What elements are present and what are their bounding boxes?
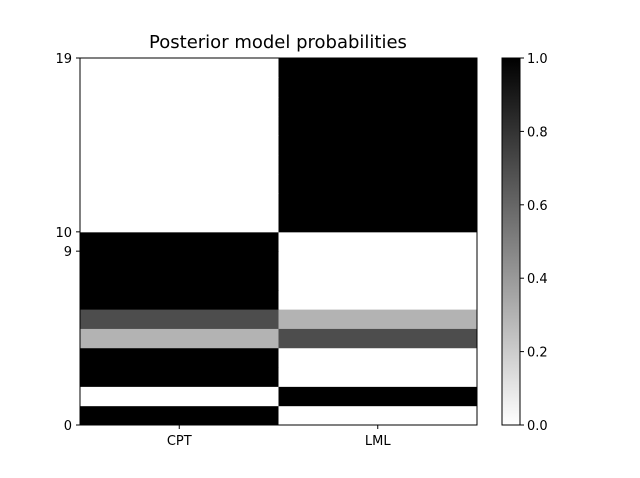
heatmap-cell	[278, 96, 478, 117]
heatmap-cell	[80, 251, 279, 271]
heatmap-cell	[278, 270, 478, 291]
plot-frame	[79, 57, 478, 426]
heatmap-cell	[80, 347, 279, 368]
heatmap-cell	[80, 173, 279, 194]
colorbar-tick-label: 0.6	[527, 199, 548, 214]
heatmap-cell	[80, 193, 279, 214]
heatmap-cell	[278, 58, 478, 78]
heatmap-cell	[278, 154, 478, 175]
heatmap-cell	[80, 96, 279, 117]
heatmap-cell	[278, 173, 478, 194]
heatmap-cell	[80, 328, 279, 349]
heatmap-cell	[278, 193, 478, 214]
colorbar-tick-label: 0.4	[527, 272, 548, 287]
heatmap-cell	[80, 77, 279, 98]
heatmap-cell	[278, 347, 478, 368]
heatmap-cell	[80, 212, 279, 233]
heatmap-cell	[278, 77, 478, 98]
heatmap-cell	[80, 231, 279, 252]
y-tick-label: 9	[64, 245, 72, 260]
y-tick-label: 19	[55, 52, 72, 67]
heatmap-cell	[278, 212, 478, 233]
colorbar-axis: 0.0 0.2 0.4 0.6 0.8 1.0	[520, 52, 548, 434]
heatmap-cell	[80, 309, 279, 329]
heatmap-cell	[80, 289, 279, 310]
heatmap-cell	[80, 386, 279, 407]
heatmap-cells	[80, 58, 478, 426]
colorbar-tick-label: 0.0	[527, 419, 548, 434]
x-tick-label: CPT	[167, 434, 192, 449]
chart-title: Posterior model probabilities	[149, 32, 407, 53]
heatmap-cell	[278, 135, 478, 156]
heatmap-cell	[278, 115, 478, 136]
heatmap-cell	[278, 289, 478, 310]
colorbar-tick-label: 1.0	[527, 52, 548, 67]
y-tick-label: 10	[55, 226, 72, 241]
y-axis: 0 9 10 19	[55, 52, 80, 434]
heatmap-cell	[278, 328, 478, 349]
x-axis: CPT LML	[167, 425, 391, 449]
colorbar	[501, 57, 521, 426]
colorbar-tick-label: 0.2	[527, 346, 548, 361]
colorbar-tick-label: 0.8	[527, 125, 548, 140]
heatmap-cell	[278, 405, 478, 426]
x-tick-label: LML	[365, 434, 391, 449]
heatmap-cell	[80, 115, 279, 136]
heatmap-cell	[80, 154, 279, 175]
heatmap-cell	[80, 58, 279, 78]
heatmap-cell	[278, 309, 478, 329]
heatmap-cell	[80, 270, 279, 291]
heatmap-cell	[80, 135, 279, 156]
heatmap-cell	[278, 251, 478, 271]
y-tick-label: 0	[64, 419, 72, 434]
heatmap-cell	[278, 386, 478, 407]
heatmap-cell	[80, 367, 279, 387]
heatmap-cell	[80, 405, 279, 426]
heatmap-cell	[278, 231, 478, 252]
heatmap-cell	[278, 367, 478, 387]
